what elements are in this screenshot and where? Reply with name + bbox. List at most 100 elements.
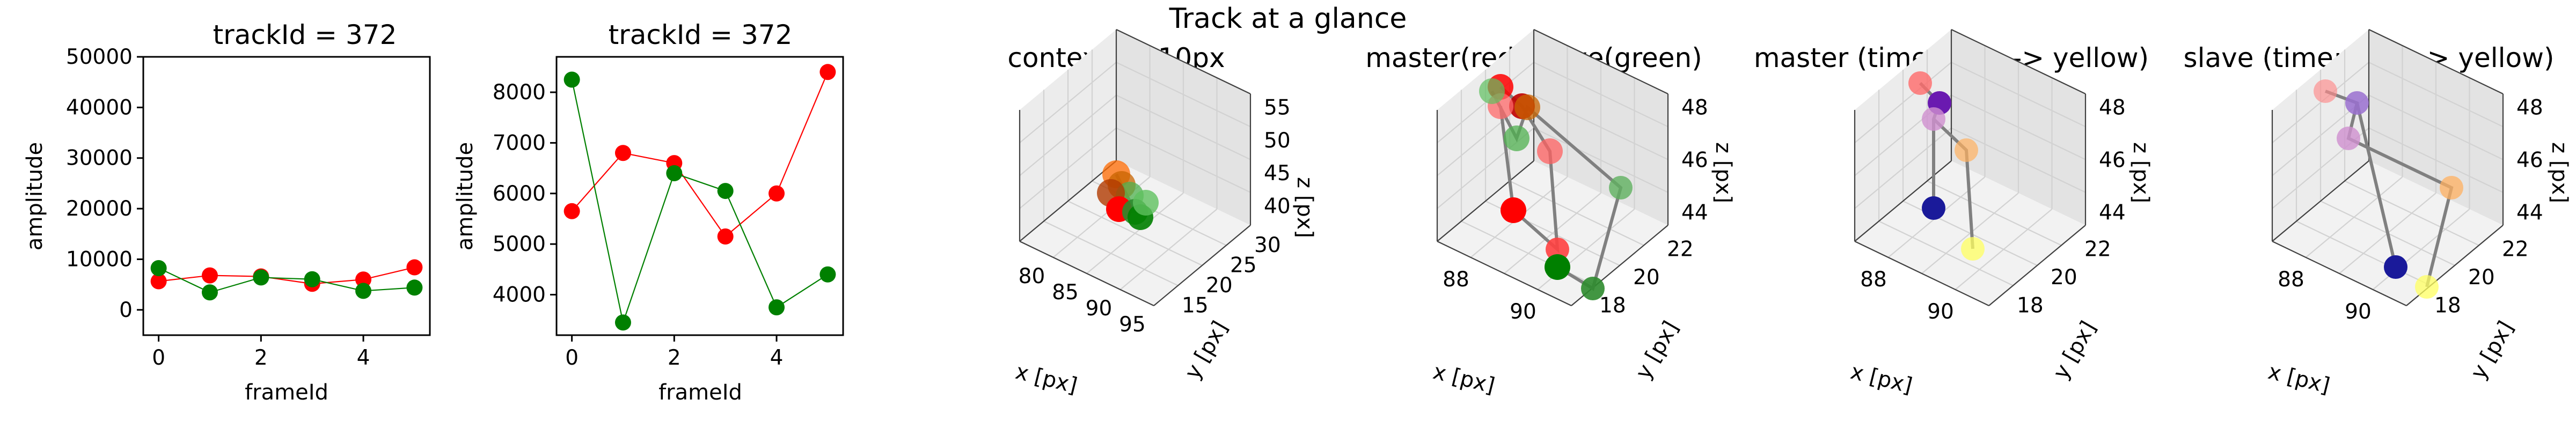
ztick-label: 48 (1681, 96, 1708, 120)
grid-line (1119, 209, 1218, 290)
track-point (2314, 79, 2337, 103)
panel-2-series-2-point (769, 299, 785, 316)
ztick-label: 50 (1264, 129, 1291, 153)
ytick-label: 20 (2468, 265, 2495, 290)
x-axis-line (2272, 241, 2407, 306)
ytick-label: 20 (2051, 265, 2077, 290)
panel-2-y-ticks: 4000 5000 6000 7000 8000 (493, 80, 557, 307)
panel-6-ylabel: y [px] (2466, 317, 2519, 383)
grid-line (1067, 201, 1203, 266)
panel-5-points (1908, 71, 1985, 261)
xtick-label: 90 (1927, 300, 1954, 324)
ztick-label: 44 (2099, 201, 2126, 225)
track-point (1545, 254, 1570, 280)
ytick-label: 22 (2502, 238, 2529, 262)
panel-2-series (564, 64, 836, 331)
panel-5: master (time: blue -> yellow) 8890182022… (1754, 29, 2153, 398)
panel-1-x-ticks: 0 2 4 (152, 335, 370, 370)
panel-2-xlabel: frameId (658, 380, 742, 405)
xtick-label: 95 (1119, 313, 1146, 337)
panel-4-zlabel: z [px] (1711, 142, 1736, 203)
ztick-label: 44 (2516, 201, 2543, 225)
xtick-label: 88 (1443, 268, 1469, 292)
panel-1-series-2-point (355, 283, 372, 299)
panel-2-frame (555, 56, 844, 336)
grid-line (1955, 209, 2053, 290)
panel-1-series (150, 259, 423, 301)
panel-5-ticks: 88 90 18 20 22 44 46 48 (1860, 96, 2125, 324)
panel-6: slave (time: blue -> yellow) 88901820224… (2184, 29, 2572, 398)
track-point (1961, 237, 1985, 261)
track-point (2415, 275, 2439, 299)
panel-1-series-1-point (355, 271, 372, 288)
track-point (2384, 255, 2407, 279)
grid-line (1927, 180, 2062, 246)
panel-6-points (2314, 79, 2463, 299)
y-axis-line (1153, 225, 1251, 306)
panel-1-ytick-label: 40000 (66, 95, 133, 120)
grid-line (1509, 180, 1644, 246)
box-edge (1019, 160, 1117, 242)
ytick-label: 18 (2434, 294, 2461, 318)
panel-2-series-1-point (769, 185, 785, 202)
box-edge (2368, 29, 2504, 94)
xtick-label: 80 (1019, 264, 1045, 289)
xtick-label: 88 (2278, 268, 2304, 292)
box-edge (1533, 29, 1668, 94)
grid-line (1951, 62, 2086, 128)
xtick-label: 90 (2345, 300, 2372, 324)
ytick-label: 15 (1182, 294, 1209, 318)
ztick-label: 44 (1681, 201, 1708, 225)
grid-line (2368, 94, 2504, 160)
box-edge (1437, 160, 1534, 242)
track-point (1922, 196, 1945, 220)
panel-2-ytick-label: 6000 (493, 182, 546, 206)
panel-2-ytick-label: 8000 (493, 80, 546, 105)
x-axis-line (1854, 241, 1989, 306)
xtick-label: 90 (1510, 300, 1536, 324)
track-point (1501, 197, 1526, 223)
panel-2-series-2-point (717, 183, 734, 199)
panel-2-series-1-point (564, 203, 580, 219)
track-point (1133, 190, 1159, 216)
panel-1-series-2-point (150, 260, 167, 276)
grid-line (1437, 62, 1534, 144)
grid-line (1533, 94, 1668, 160)
panel-3-zlabel: z [px] (1292, 177, 1317, 238)
panel-1-xtick-label: 0 (152, 346, 165, 370)
panel-2-xtick-label: 0 (565, 346, 579, 370)
panel-1-frame (142, 56, 431, 336)
track-point (2337, 127, 2360, 150)
ztick-label: 46 (2099, 149, 2126, 173)
track-point (1581, 277, 1605, 300)
panel-2-ytick-label: 5000 (493, 232, 546, 256)
ytick-label: 18 (2017, 294, 2044, 318)
panel-1: trackId = 372 0 10000 20000 30000 40000 50000… (23, 19, 431, 405)
panel-3-axes-box (1019, 29, 1252, 306)
track-point (1609, 176, 1633, 199)
panel-2-series-2-point (819, 266, 836, 283)
panel-1-series-2-line (158, 267, 415, 293)
track-point (1908, 71, 1932, 95)
panel-2-series-1-line (571, 71, 829, 238)
panel-1-ytick-label: 0 (119, 298, 133, 322)
panel-1-ytick-label: 10000 (66, 247, 133, 271)
panel-1-series-2-point (406, 279, 423, 296)
grid-line (1116, 62, 1251, 128)
grid-line (1019, 94, 1117, 176)
panel-1-series-1-point (406, 259, 423, 276)
ztick-label: 46 (2516, 149, 2543, 173)
panel-2-series-2-point (666, 165, 683, 182)
panel-2-ylabel: amplitude (453, 142, 478, 250)
track-point (1504, 125, 1529, 151)
panel-2-xtick-label: 2 (668, 346, 681, 370)
x-axis-line (1019, 241, 1154, 306)
panel-3-points (1097, 160, 1159, 230)
track-line (2355, 102, 2397, 268)
grid-line (2368, 62, 2504, 128)
panel-6-ticks: 88 90 18 20 22 44 46 48 (2278, 96, 2543, 324)
grid-line (1533, 62, 1668, 128)
panel-1-xtick-label: 4 (357, 346, 370, 370)
